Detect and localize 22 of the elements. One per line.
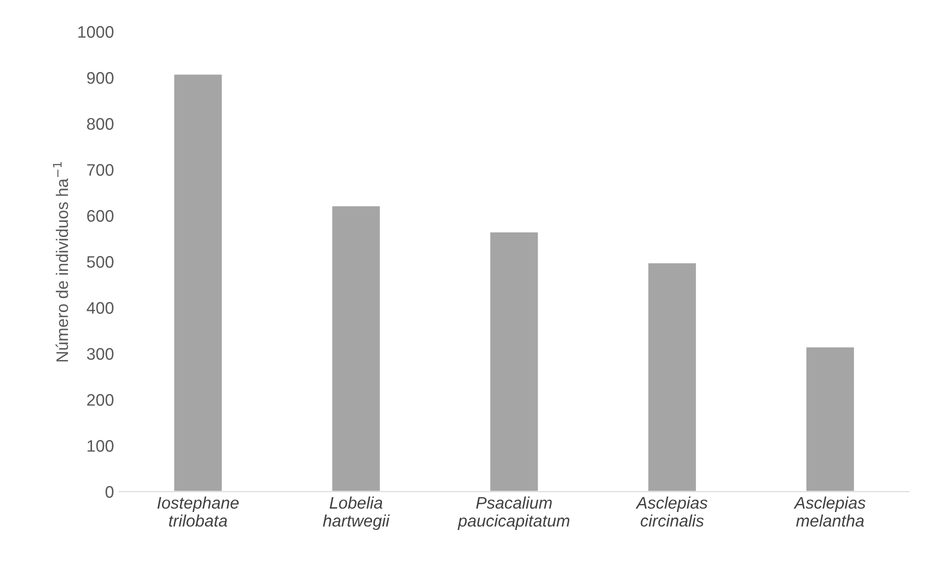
bar [646, 262, 698, 492]
x-tick-label: Asclepias melantha [794, 496, 866, 527]
y-tick-label: 300 [86, 348, 114, 360]
x-tick-label: Asclepias circinalis [636, 496, 708, 527]
y-tick-label: 900 [87, 72, 114, 84]
y-tick-label: 800 [87, 118, 114, 130]
y-tick-label: 100 [88, 440, 114, 452]
x-tick-label: Lobelia hartwegii [322, 496, 390, 530]
bar [488, 231, 540, 492]
y-tick-label: 700 [87, 164, 114, 176]
y-tick-label: 200 [87, 394, 114, 406]
x-tick-label: Psacalium paucicapitatum [458, 496, 570, 530]
y-tick-label: 0 [106, 486, 114, 498]
bar [172, 73, 224, 492]
bar [330, 204, 382, 492]
y-tick-label: 600 [87, 210, 114, 222]
y-tick-label: 400 [86, 302, 114, 314]
bar [804, 346, 856, 492]
y-tick-label: 500 [87, 256, 114, 268]
y-axis-title: Número de individuos ha$^{−1}$ [53, 162, 68, 362]
x-tick-label: Iostephane trilobata [157, 496, 239, 527]
y-tick-label: 1000 [78, 26, 114, 38]
